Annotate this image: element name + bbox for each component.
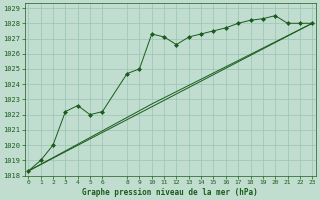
X-axis label: Graphe pression niveau de la mer (hPa): Graphe pression niveau de la mer (hPa) (83, 188, 258, 197)
